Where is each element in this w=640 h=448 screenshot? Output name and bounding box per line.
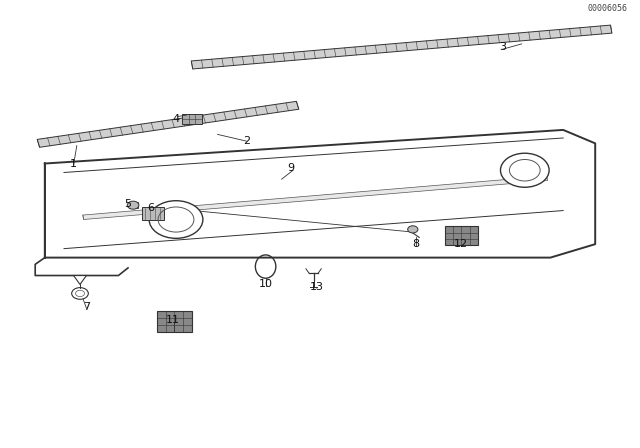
- Circle shape: [500, 153, 549, 187]
- Polygon shape: [74, 276, 86, 284]
- Text: 4: 4: [172, 114, 180, 124]
- Text: 12: 12: [454, 239, 468, 249]
- Text: 8: 8: [412, 239, 420, 249]
- Polygon shape: [83, 176, 548, 220]
- Text: 13: 13: [310, 282, 324, 292]
- Text: 9: 9: [287, 163, 295, 173]
- Text: 6: 6: [147, 203, 154, 213]
- FancyBboxPatch shape: [129, 202, 138, 208]
- FancyBboxPatch shape: [157, 311, 192, 332]
- Text: 2: 2: [243, 136, 250, 146]
- Circle shape: [149, 201, 203, 238]
- Text: 7: 7: [83, 302, 90, 312]
- Text: 5: 5: [125, 199, 131, 209]
- Text: 1: 1: [70, 159, 77, 168]
- Text: 00006056: 00006056: [588, 4, 627, 13]
- Circle shape: [408, 226, 418, 233]
- Polygon shape: [37, 101, 299, 147]
- FancyBboxPatch shape: [142, 207, 164, 220]
- Text: 10: 10: [259, 280, 273, 289]
- FancyBboxPatch shape: [182, 114, 202, 124]
- Text: 11: 11: [166, 315, 180, 325]
- Circle shape: [127, 201, 139, 209]
- Polygon shape: [191, 25, 612, 69]
- Text: 3: 3: [499, 42, 506, 52]
- FancyBboxPatch shape: [445, 226, 478, 245]
